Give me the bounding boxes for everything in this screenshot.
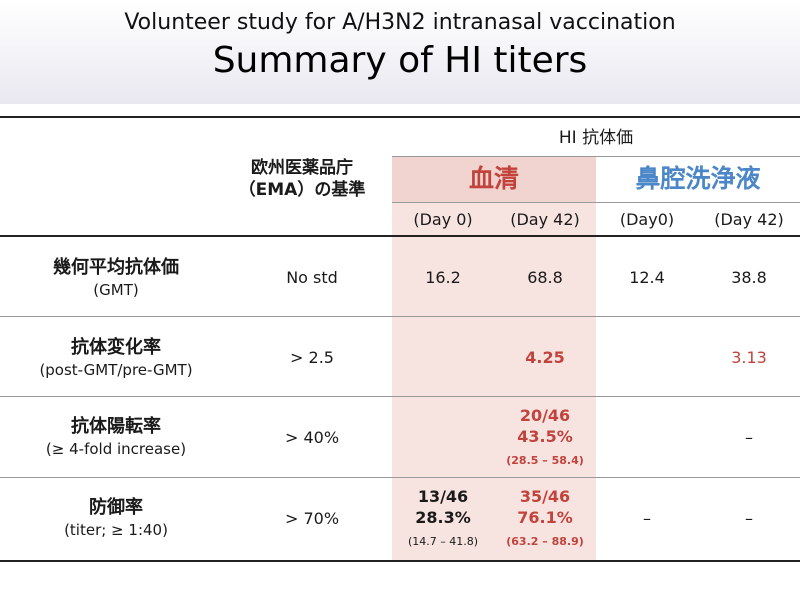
ema-header-line2: （EMA）の基準 bbox=[238, 180, 366, 200]
slide-title: Summary of HI titers bbox=[212, 40, 588, 81]
row-seroprotection-label: 防御率 bbox=[89, 497, 143, 518]
title-band bbox=[0, 0, 800, 104]
row-seroprotection-nasal-day42: – bbox=[745, 509, 753, 528]
row-divider-3 bbox=[0, 477, 800, 478]
table-bottom-rule bbox=[0, 560, 800, 562]
row-seroprotection-serum-day0-count: 13/46 bbox=[417, 487, 469, 506]
row-seroprotection-serum-day0-percent: 28.3% bbox=[415, 508, 471, 527]
row-seroprotection-serum-day42-count: 35/46 bbox=[519, 487, 571, 506]
row-divider-2 bbox=[0, 396, 800, 397]
row-seroconversion-serum-day42-ci: (28.5 – 58.4) bbox=[506, 454, 584, 467]
hi-header: HI 抗体価 bbox=[558, 128, 634, 148]
row-divider-1 bbox=[0, 316, 800, 317]
row-fold-change-sublabel: (post-GMT/pre-GMT) bbox=[39, 361, 193, 379]
row-seroconversion-sublabel: (≥ 4-fold increase) bbox=[45, 440, 187, 458]
row-fold-change-ema: > 2.5 bbox=[290, 348, 334, 367]
row-gmt-serum-day42: 68.8 bbox=[527, 268, 563, 287]
header-bottom-rule bbox=[0, 235, 800, 237]
hi-titer-table: 欧州医薬品庁 （EMA）の基準 HI 抗体価 血清 鼻腔洗浄液 (Day 0) … bbox=[0, 104, 800, 598]
row-seroprotection-serum-day0-ci: (14.7 – 41.8) bbox=[407, 535, 479, 548]
hi-header-rule bbox=[392, 156, 800, 157]
group-nasal-wash: 鼻腔洗浄液 bbox=[635, 164, 761, 193]
row-seroprotection-serum-day42-percent: 76.1% bbox=[517, 508, 573, 527]
ema-header-line1: 欧州医薬品庁 bbox=[251, 158, 353, 178]
row-seroconversion-nasal-day42: – bbox=[745, 428, 753, 447]
row-seroconversion-label: 抗体陽転率 bbox=[71, 416, 161, 437]
row-gmt-nasal-day42: 38.8 bbox=[731, 268, 767, 287]
serum-header-shading bbox=[392, 156, 596, 203]
row-gmt-sublabel: (GMT) bbox=[93, 281, 139, 299]
row-seroconversion-serum-day42-percent: 43.5% bbox=[517, 427, 573, 446]
row-seroconversion-ema: > 40% bbox=[284, 428, 340, 447]
row-seroprotection-ema: > 70% bbox=[284, 509, 340, 528]
row-seroprotection-nasal-day0: – bbox=[643, 509, 651, 528]
row-seroprotection-serum-day42-ci: (63.2 – 88.9) bbox=[506, 535, 584, 548]
col-nasal-day0: (Day0) bbox=[619, 210, 675, 229]
group-header-rule bbox=[392, 202, 800, 203]
row-gmt-nasal-day0: 12.4 bbox=[629, 268, 665, 287]
row-seroprotection-sublabel: (titer; ≥ 1:40) bbox=[64, 521, 168, 539]
row-gmt-serum-day0: 16.2 bbox=[425, 268, 461, 287]
serum-column-shading bbox=[392, 156, 596, 561]
table-top-rule bbox=[0, 116, 800, 118]
group-serum: 血清 bbox=[468, 164, 519, 193]
row-fold-change-nasal-day42: 3.13 bbox=[731, 348, 767, 367]
row-seroconversion-serum-day42-count: 20/46 bbox=[519, 406, 571, 425]
col-serum-day42: (Day 42) bbox=[510, 210, 580, 229]
col-nasal-day42: (Day 42) bbox=[714, 210, 784, 229]
row-gmt-ema: No std bbox=[286, 268, 338, 287]
row-fold-change-label: 抗体変化率 bbox=[71, 337, 161, 358]
col-serum-day0: (Day 0) bbox=[413, 210, 473, 229]
row-fold-change-serum-day42: 4.25 bbox=[525, 348, 565, 367]
row-gmt-label: 幾何平均抗体価 bbox=[53, 257, 179, 278]
slide-subtitle: Volunteer study for A/H3N2 intranasal va… bbox=[124, 10, 676, 35]
